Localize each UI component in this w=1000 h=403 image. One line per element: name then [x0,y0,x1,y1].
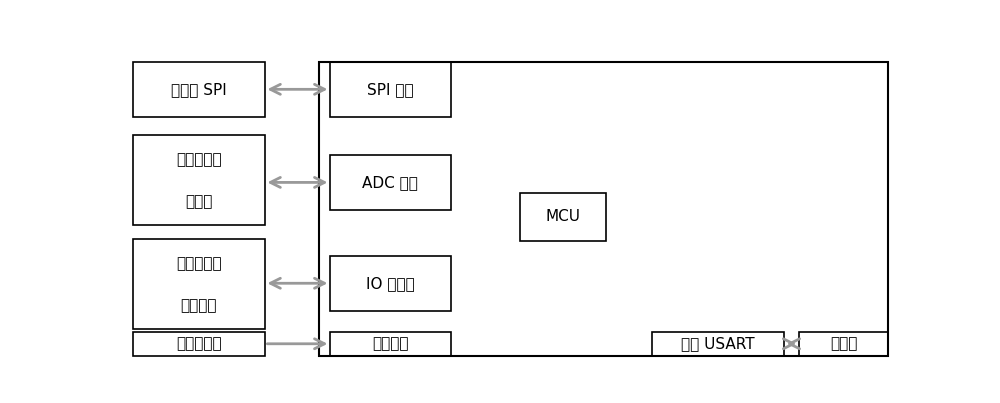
Text: 交采板电压

测试点: 交采板电压 测试点 [176,152,221,209]
Bar [330,156,450,210]
Bar [652,332,784,355]
Bar [330,256,450,311]
Bar [319,62,888,355]
Text: ADC 检测: ADC 检测 [362,175,418,190]
Bar [330,62,450,116]
Text: MCU: MCU [545,209,580,224]
Text: SPI 通讯: SPI 通讯 [367,82,414,97]
Text: 电源控制和

状态读取: 电源控制和 状态读取 [176,256,221,313]
Bar [133,239,264,329]
Bar [133,135,264,225]
Text: 上位机: 上位机 [830,337,858,351]
Bar [520,193,606,241]
Bar [133,62,264,116]
Text: 遥信控制: 遥信控制 [372,337,409,351]
Text: 遥信继电器: 遥信继电器 [176,337,221,351]
Bar [799,332,888,355]
Text: 交采板 SPI: 交采板 SPI [171,82,226,97]
Bar [133,332,264,355]
Text: 串口 USART: 串口 USART [681,337,755,351]
Text: IO 口控制: IO 口控制 [366,276,415,291]
Bar [330,332,450,355]
